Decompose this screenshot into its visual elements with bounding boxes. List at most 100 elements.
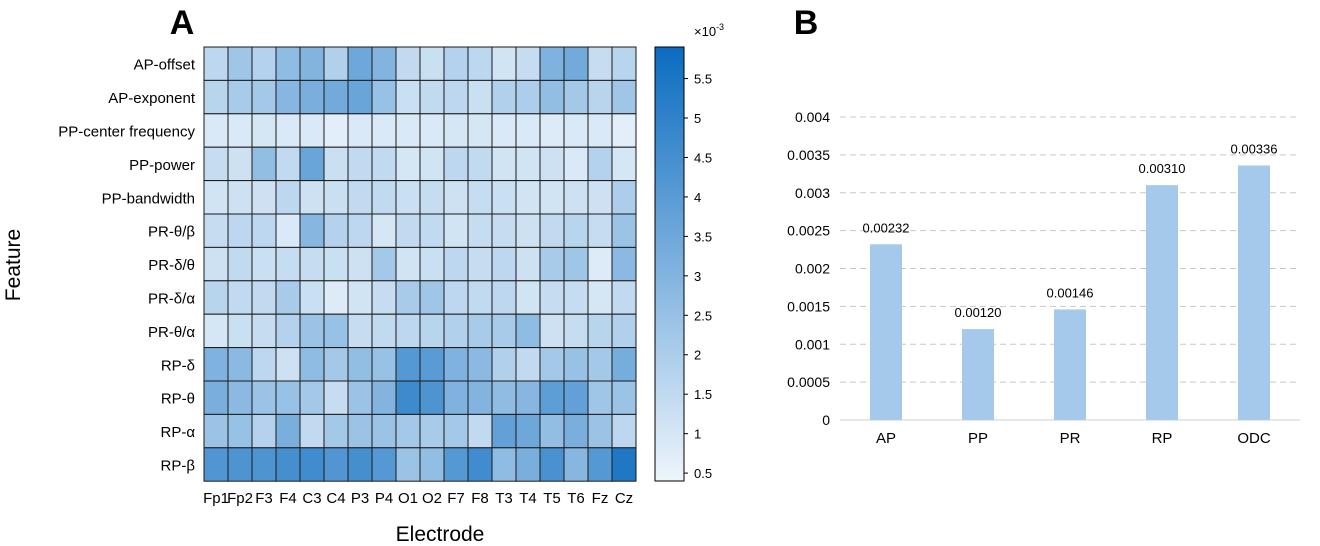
bar-value-label: 0.00146 bbox=[1047, 285, 1094, 300]
heatmap-cell-PP-bandwidth-Fz bbox=[587, 180, 613, 215]
heatmap-cell-PR-θ/β-Fz bbox=[587, 213, 613, 248]
heatmap-cell-PP-power-F3 bbox=[251, 146, 277, 182]
heatmap-cell-AP-exponent-O2 bbox=[419, 79, 445, 115]
heatmap-cell-PP-center frequency-F4 bbox=[275, 113, 301, 148]
heatmap-cell-RP-α-O2 bbox=[419, 413, 445, 449]
heatmap-cell-RP-θ-C3 bbox=[299, 380, 325, 415]
heatmap-cell-PP-center frequency-Cz bbox=[611, 113, 637, 148]
colorbar-scale-label: ×10-3 bbox=[694, 22, 724, 39]
colorbar-ticks: 5.5 5 4.5 4 3.5 3 2.5 2 1.5 1 0.5 bbox=[684, 72, 712, 481]
heatmap-column-label: T6 bbox=[567, 490, 585, 507]
heatmap-cell-AP-offset-F7 bbox=[443, 46, 469, 81]
heatmap-cell-PP-bandwidth-F7 bbox=[443, 180, 469, 215]
heatmap-cell-PR-δ/θ-C4 bbox=[323, 246, 349, 282]
heatmap-column-label: T4 bbox=[519, 490, 537, 507]
heatmap-row-label: RP-θ bbox=[161, 391, 195, 408]
heatmap-cell-PR-δ/α-C4 bbox=[323, 280, 349, 315]
heatmap-cell-RP-α-F3 bbox=[251, 413, 277, 449]
heatmap-cell-PP-power-F8 bbox=[467, 146, 493, 182]
heatmap-cell-PP-center frequency-T5 bbox=[539, 113, 565, 148]
heatmap-cell-AP-exponent-O1 bbox=[395, 79, 421, 115]
bar-PR bbox=[1054, 309, 1086, 420]
heatmap-cell-PR-θ/β-T5 bbox=[539, 213, 565, 248]
heatmap-cell-PP-power-T3 bbox=[491, 146, 517, 182]
bar-value-label: 0.00310 bbox=[1139, 161, 1186, 176]
heatmap-cell-RP-β-T6 bbox=[563, 447, 589, 482]
heatmap-cell-PR-δ/θ-C3 bbox=[299, 246, 325, 282]
heatmap-cell-PR-δ/α-O2 bbox=[419, 280, 445, 315]
heatmap-cell-PP-bandwidth-Fp2 bbox=[227, 180, 253, 215]
heatmap-row-label: PR-δ/θ bbox=[148, 257, 195, 274]
heatmap-row-label: RP-δ bbox=[161, 357, 195, 374]
heatmap-cell-RP-δ-Fz bbox=[587, 347, 613, 382]
heatmap-cell-RP-δ-F7 bbox=[443, 347, 469, 382]
heatmap-cell-RP-θ-Fp2 bbox=[227, 380, 253, 415]
heatmap-cell-PP-power-Fp2 bbox=[227, 146, 253, 182]
heatmap-cell-PP-center frequency-C3 bbox=[299, 113, 325, 148]
heatmap-cell-AP-offset-Fp1 bbox=[203, 46, 229, 81]
heatmap-cell-PR-δ/θ-Fz bbox=[587, 246, 613, 282]
heatmap-cell-PP-bandwidth-F8 bbox=[467, 180, 493, 215]
heatmap-cell-AP-exponent-F3 bbox=[251, 79, 277, 115]
heatmap-column-label: F8 bbox=[471, 490, 489, 507]
heatmap-cell-RP-θ-T5 bbox=[539, 380, 565, 415]
bar-chart-y-tick-label: 0.0015 bbox=[787, 298, 830, 314]
heatmap-cell-RP-α-T6 bbox=[563, 413, 589, 449]
colorbar bbox=[654, 46, 685, 482]
heatmap-cell-RP-β-O1 bbox=[395, 447, 421, 482]
bar-category-label: ODC bbox=[1237, 430, 1271, 447]
bar-PP bbox=[962, 329, 994, 420]
heatmap-cell-PP-center frequency-T6 bbox=[563, 113, 589, 148]
heatmap-cell-AP-offset-O1 bbox=[395, 46, 421, 81]
heatmap-cell-AP-offset-T5 bbox=[539, 46, 565, 81]
bar-chart-category-labels: AP PP PR RP ODC bbox=[876, 430, 1271, 447]
heatmap-cell-RP-θ-Cz bbox=[611, 380, 637, 415]
heatmap-cell-PR-θ/β-O1 bbox=[395, 213, 421, 248]
heatmap-cell-PP-power-O2 bbox=[419, 146, 445, 182]
heatmap-row-label: PP-center frequency bbox=[58, 124, 195, 141]
bar-chart-y-tick-label: 0.002 bbox=[795, 261, 830, 277]
heatmap-cell-RP-β-F4 bbox=[275, 447, 301, 482]
heatmap-column-label: F3 bbox=[255, 490, 273, 507]
heatmap-cell-PR-θ/α-T6 bbox=[563, 313, 589, 349]
heatmap-cell-PR-θ/β-C4 bbox=[323, 213, 349, 248]
heatmap-cell-RP-α-F4 bbox=[275, 413, 301, 449]
heatmap-cell-PR-δ/α-C3 bbox=[299, 280, 325, 315]
heatmap-cell-PR-δ/θ-O1 bbox=[395, 246, 421, 282]
heatmap-cell-PP-power-T5 bbox=[539, 146, 565, 182]
heatmap-cell-RP-β-Fp1 bbox=[203, 447, 229, 482]
heatmap-cell-RP-δ-O1 bbox=[395, 347, 421, 382]
heatmap-row-label: PR-δ/α bbox=[148, 291, 195, 308]
heatmap-cell-PR-θ/α-T4 bbox=[515, 313, 541, 349]
heatmap-cell-RP-β-Cz bbox=[611, 447, 637, 482]
heatmap-cell-RP-θ-C4 bbox=[323, 380, 349, 415]
heatmap-cell-RP-θ-Fp1 bbox=[203, 380, 229, 415]
heatmap-cell-RP-β-P4 bbox=[371, 447, 397, 482]
heatmap-cell-PP-bandwidth-P4 bbox=[371, 180, 397, 215]
heatmap-cell-RP-α-P4 bbox=[371, 413, 397, 449]
heatmap-cell-AP-offset-T6 bbox=[563, 46, 589, 81]
heatmap-row-label: RP-α bbox=[160, 424, 195, 441]
heatmap-cell-AP-exponent-T3 bbox=[491, 79, 517, 115]
heatmap-cell-AP-exponent-F8 bbox=[467, 79, 493, 115]
heatmap-cell-RP-α-Fp1 bbox=[203, 413, 229, 449]
heatmap-cell-RP-δ-T5 bbox=[539, 347, 565, 382]
heatmap-cell-PR-θ/β-T3 bbox=[491, 213, 517, 248]
heatmap-cell-PR-δ/θ-F3 bbox=[251, 246, 277, 282]
heatmap-cell-PR-θ/α-Fp1 bbox=[203, 313, 229, 349]
heatmap-cell-PP-power-T6 bbox=[563, 146, 589, 182]
heatmap-cell-PR-θ/β-Cz bbox=[611, 213, 637, 248]
heatmap-cell-RP-α-C4 bbox=[323, 413, 349, 449]
heatmap-cell-PR-δ/α-Fp1 bbox=[203, 280, 229, 315]
heatmap-cell-PR-δ/θ-F8 bbox=[467, 246, 493, 282]
heatmap-cell-RP-δ-T4 bbox=[515, 347, 541, 382]
heatmap-cell-AP-offset-T3 bbox=[491, 46, 517, 81]
heatmap-cell-PP-center frequency-F7 bbox=[443, 113, 469, 148]
heatmap-cell-PR-θ/α-F7 bbox=[443, 313, 469, 349]
heatmap-cell-AP-exponent-T6 bbox=[563, 79, 589, 115]
heatmap-cell-RP-θ-F7 bbox=[443, 380, 469, 415]
heatmap-cell-PP-bandwidth-O2 bbox=[419, 180, 445, 215]
heatmap-cell-RP-δ-T3 bbox=[491, 347, 517, 382]
heatmap-cell-PR-θ/β-T6 bbox=[563, 213, 589, 248]
bar-chart-y-tick-labels: 0 0.0005 0.001 0.0015 0.002 0.0025 0.003 0.0035… bbox=[787, 109, 830, 428]
